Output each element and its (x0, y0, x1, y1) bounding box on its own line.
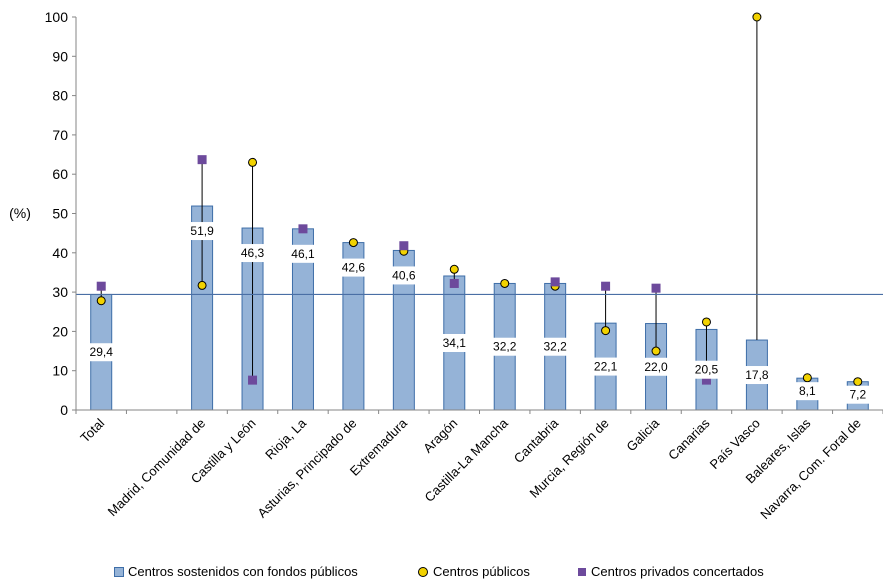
public-marker (601, 326, 611, 336)
public-marker (701, 317, 711, 327)
y-tick-label: 20 (52, 323, 68, 339)
data-labels: 29,4 51,9 46,3 46,1 42,6 40,6 34,1 32,2 32,2 22,1… (85, 222, 871, 404)
public-marker (248, 157, 258, 167)
data-label-bg (640, 357, 673, 376)
data-label: 51,9 (190, 224, 214, 238)
data-label-bg (236, 244, 269, 263)
public-marker (651, 346, 661, 356)
category-label: Canarias (665, 415, 713, 463)
private-marker (449, 278, 459, 288)
data-label: 22,0 (644, 360, 668, 374)
legend-swatch-public (418, 566, 428, 577)
data-label: 42,6 (342, 261, 366, 275)
private-marker (399, 241, 409, 251)
y-tick-label: 30 (52, 284, 68, 300)
data-label-bg (85, 343, 118, 362)
public-marker (802, 373, 812, 383)
axes (75, 17, 883, 414)
data-label-bg (740, 366, 773, 385)
y-tick-label: 90 (52, 48, 68, 64)
chart: (%) 0 10 20 30 40 50 60 70 80 90 100 29,4 51,9 46,3 4… (9, 9, 883, 522)
category-label: Cantabria (511, 415, 562, 466)
data-label: 46,3 (241, 246, 265, 260)
y-axis-label: (%) (9, 205, 31, 221)
y-tick-label: 10 (52, 363, 68, 379)
private-marker (550, 277, 560, 287)
y-tick-label: 70 (52, 127, 68, 143)
private-markers (96, 155, 711, 385)
data-label: 8,1 (799, 384, 816, 398)
category-label: Madrid, Comunidad de (105, 416, 209, 520)
data-label: 20,5 (695, 363, 719, 377)
public-marker (500, 278, 510, 288)
private-marker (601, 281, 611, 291)
data-label-bg (845, 385, 871, 404)
private-marker (701, 375, 711, 385)
legend-item-public: Centros públicos (418, 564, 530, 579)
data-label-bg (387, 266, 420, 285)
y-tick-label: 80 (52, 88, 68, 104)
data-label: 29,4 (90, 345, 114, 359)
category-label: Rioja, La (262, 415, 309, 462)
category-label: Navarra, Com. Foral de (757, 416, 864, 523)
data-label-bg (337, 258, 370, 277)
y-tick-label: 60 (52, 166, 68, 182)
y-tick-label: 50 (52, 206, 68, 222)
data-label-bg (488, 337, 521, 356)
data-label: 32,2 (493, 340, 517, 354)
data-label: 40,6 (392, 268, 416, 282)
y-tick-label: 100 (45, 9, 69, 25)
data-label: 46,1 (291, 247, 315, 261)
y-axis-ticks: 0 10 20 30 40 50 60 70 80 90 100 (45, 9, 76, 418)
data-label-bg (286, 244, 319, 263)
category-label: Aragón (420, 416, 460, 456)
legend-label-private: Centros privados concertados (591, 564, 764, 579)
private-marker (96, 281, 106, 291)
legend-label-public: Centros públicos (433, 564, 530, 579)
legend-swatch-bar (114, 566, 124, 577)
public-marker (752, 12, 762, 22)
public-marker (348, 238, 358, 248)
legend-item-bars: Centros sostenidos con fondos públicos (114, 564, 358, 579)
data-label-bg (539, 337, 572, 356)
public-marker (853, 377, 863, 387)
data-label: 34,1 (443, 336, 467, 350)
legend: Centros sostenidos con fondos públicos C… (0, 561, 883, 581)
legend-label-bars: Centros sostenidos con fondos públicos (128, 564, 358, 579)
data-label-bg (438, 333, 471, 352)
data-label: 22,1 (594, 360, 618, 374)
category-label: Galicia (623, 415, 662, 454)
private-marker (197, 155, 207, 165)
data-label: 32,2 (543, 340, 567, 354)
data-label: 7,2 (849, 388, 866, 402)
legend-item-private: Centros privados concertados (578, 564, 764, 579)
category-label: Castilla-La Mancha (422, 415, 512, 505)
data-label-bg (690, 360, 723, 379)
private-marker (651, 283, 661, 293)
data-label: 17,8 (745, 368, 769, 382)
public-markers (96, 12, 863, 387)
private-marker (248, 375, 258, 385)
public-marker (197, 280, 207, 290)
data-label-bg (794, 382, 820, 401)
private-marker (298, 224, 308, 234)
y-tick-label: 0 (60, 402, 68, 418)
data-label-bg (186, 222, 219, 241)
legend-swatch-private (578, 567, 586, 576)
category-label: Asturias, Principado de (254, 416, 359, 521)
public-marker (96, 296, 106, 306)
y-tick-label: 40 (52, 245, 68, 261)
data-label-bg (589, 357, 622, 376)
public-marker (449, 264, 459, 274)
category-label: Total (77, 415, 107, 445)
